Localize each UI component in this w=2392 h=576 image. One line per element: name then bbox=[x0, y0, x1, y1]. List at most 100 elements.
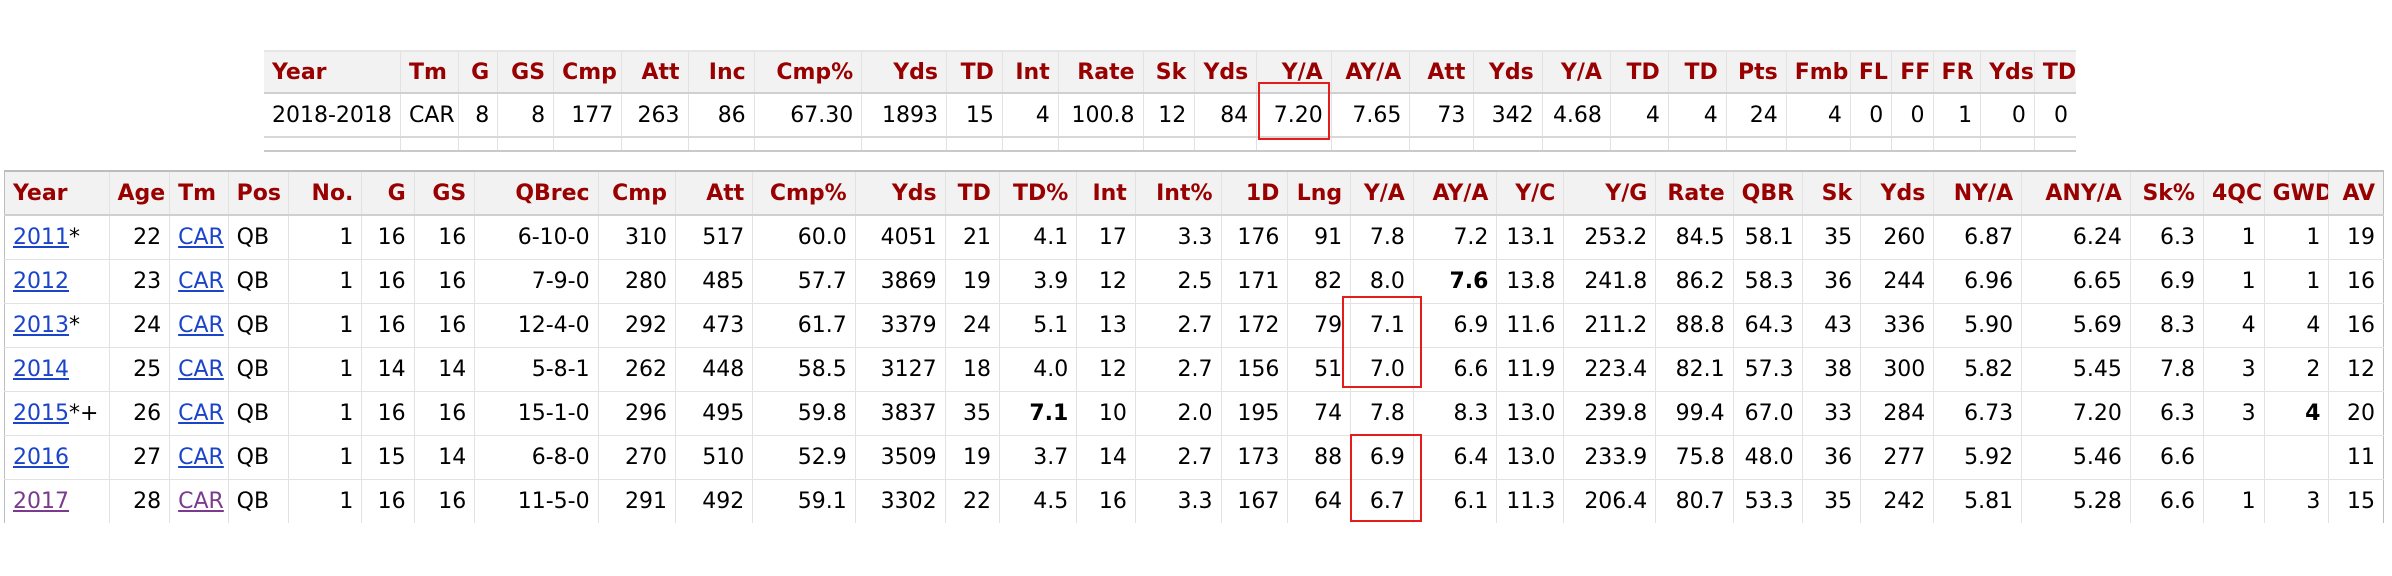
summary-header-15[interactable]: AY/A bbox=[1330, 50, 1410, 94]
stat-cell: 6.9 bbox=[1350, 435, 1414, 480]
summary-header-25[interactable]: FR bbox=[1932, 50, 1981, 94]
summary-header-17[interactable]: Yds bbox=[1473, 50, 1543, 94]
career-header-23[interactable]: QBR bbox=[1732, 171, 1803, 216]
team-link[interactable]: CAR bbox=[178, 444, 224, 470]
career-header-21[interactable]: Y/G bbox=[1563, 171, 1656, 216]
career-header-13[interactable]: TD% bbox=[998, 171, 1077, 216]
career-header-14[interactable]: Int bbox=[1076, 171, 1136, 216]
summary-header-21[interactable]: Pts bbox=[1725, 50, 1787, 94]
stat-cell: 6.6 bbox=[2129, 435, 2204, 480]
stat-cell: 2.0 bbox=[1134, 391, 1222, 436]
year-link[interactable]: 2016 bbox=[13, 444, 69, 470]
summary-header-20[interactable]: TD bbox=[1667, 50, 1727, 94]
career-header-20[interactable]: Y/C bbox=[1496, 171, 1564, 216]
career-header-4[interactable]: No. bbox=[288, 171, 362, 216]
stat-cell: 24 bbox=[108, 303, 170, 348]
summary-header-26[interactable]: Yds bbox=[1980, 50, 2035, 94]
summary-header-8[interactable]: Yds bbox=[861, 50, 947, 94]
team-link[interactable]: CAR bbox=[178, 312, 224, 338]
career-header-11[interactable]: Yds bbox=[854, 171, 946, 216]
career-header-9[interactable]: Att bbox=[674, 171, 753, 216]
team-link[interactable]: CAR bbox=[178, 268, 224, 294]
stat-cell: 5.81 bbox=[1933, 479, 2022, 523]
summary-header-24[interactable]: FF bbox=[1891, 50, 1934, 94]
career-header-31[interactable]: AV bbox=[2328, 171, 2384, 216]
stat-cell: 11-5-0 bbox=[474, 479, 599, 523]
stat-cell: 473 bbox=[674, 303, 753, 348]
year-link[interactable]: 2017 bbox=[13, 488, 69, 514]
stat-cell: 19 bbox=[2328, 215, 2384, 260]
summary-header-12[interactable]: Sk bbox=[1142, 50, 1195, 94]
stat-cell: 60.0 bbox=[752, 215, 856, 260]
career-header-25[interactable]: Yds bbox=[1860, 171, 1934, 216]
year-link[interactable]: 2014 bbox=[13, 356, 69, 382]
career-header-28[interactable]: Sk% bbox=[2129, 171, 2204, 216]
stat-cell: 48.0 bbox=[1732, 435, 1803, 480]
team-link[interactable]: CAR bbox=[178, 400, 224, 426]
career-header-30[interactable]: GWD bbox=[2263, 171, 2329, 216]
career-header-16[interactable]: 1D bbox=[1220, 171, 1288, 216]
career-header-10[interactable]: Cmp% bbox=[752, 171, 856, 216]
year-link[interactable]: 2015 bbox=[13, 400, 69, 426]
year-link[interactable]: 2013 bbox=[13, 312, 69, 338]
career-header-6[interactable]: GS bbox=[413, 171, 475, 216]
career-header-24[interactable]: Sk bbox=[1801, 171, 1861, 216]
summary-header-16[interactable]: Att bbox=[1409, 50, 1474, 94]
summary-header-10[interactable]: Int bbox=[1001, 50, 1059, 94]
summary-header-11[interactable]: Rate bbox=[1057, 50, 1144, 94]
year-link[interactable]: 2012 bbox=[13, 268, 69, 294]
stat-cell: 6.6 bbox=[1412, 347, 1497, 392]
career-header-12[interactable]: TD bbox=[944, 171, 1000, 216]
stat-cell: 156 bbox=[1220, 347, 1288, 392]
career-header-27[interactable]: ANY/A bbox=[2021, 171, 2131, 216]
team-link[interactable]: CAR bbox=[178, 224, 224, 250]
stat-cell: QB bbox=[227, 347, 289, 392]
stat-cell: 84.5 bbox=[1655, 215, 1734, 260]
summary-cell-27: 0 bbox=[2033, 93, 2076, 138]
stat-cell: 51 bbox=[1287, 347, 1351, 392]
summary-header-18[interactable]: Y/A bbox=[1541, 50, 1611, 94]
career-header-22[interactable]: Rate bbox=[1655, 171, 1734, 216]
career-header-5[interactable]: G bbox=[361, 171, 415, 216]
career-header-15[interactable]: Int% bbox=[1134, 171, 1222, 216]
career-header-26[interactable]: NY/A bbox=[1933, 171, 2022, 216]
stat-cell: 28 bbox=[108, 479, 170, 523]
summary-header-13[interactable]: Yds bbox=[1194, 50, 1257, 94]
team-link[interactable]: CAR bbox=[178, 356, 224, 382]
summary-spacer-row bbox=[264, 137, 2076, 152]
summary-header-27[interactable]: TD bbox=[2033, 50, 2076, 94]
summary-header-19[interactable]: TD bbox=[1609, 50, 1669, 94]
summary-header-7[interactable]: Cmp% bbox=[753, 50, 862, 94]
career-header-17[interactable]: Lng bbox=[1287, 171, 1351, 216]
summary-header-14[interactable]: Y/A bbox=[1256, 50, 1332, 94]
career-header-0[interactable]: Year bbox=[4, 171, 110, 216]
summary-cell-7: 67.30 bbox=[753, 93, 862, 138]
career-header-19[interactable]: AY/A bbox=[1412, 171, 1497, 216]
career-header-3[interactable]: Pos bbox=[227, 171, 289, 216]
summary-cell-0: 2018-2018 bbox=[264, 93, 401, 138]
summary-cell-15: 7.65 bbox=[1330, 93, 1410, 138]
career-header-1[interactable]: Age bbox=[108, 171, 170, 216]
summary-header-4[interactable]: Cmp bbox=[553, 50, 622, 94]
stat-cell: 53.3 bbox=[1732, 479, 1803, 523]
summary-header-0[interactable]: Year bbox=[264, 50, 401, 94]
stat-cell: 64 bbox=[1287, 479, 1351, 523]
summary-header-6[interactable]: Inc bbox=[687, 50, 755, 94]
year-link[interactable]: 2011 bbox=[13, 224, 69, 250]
team-link[interactable]: CAR bbox=[178, 488, 224, 514]
summary-header-3[interactable]: GS bbox=[497, 50, 554, 94]
career-header-18[interactable]: Y/A bbox=[1350, 171, 1414, 216]
summary-header-5[interactable]: Att bbox=[621, 50, 688, 94]
career-header-8[interactable]: Cmp bbox=[597, 171, 676, 216]
stat-cell: 13.8 bbox=[1496, 259, 1564, 304]
summary-header-9[interactable]: TD bbox=[946, 50, 1003, 94]
stat-cell: 270 bbox=[597, 435, 676, 480]
summary-header-1[interactable]: Tm bbox=[400, 50, 459, 94]
career-header-29[interactable]: 4QC bbox=[2202, 171, 2265, 216]
career-header-2[interactable]: Tm bbox=[169, 171, 229, 216]
summary-header-22[interactable]: Fmb bbox=[1785, 50, 1851, 94]
summary-header-2[interactable]: G bbox=[457, 50, 498, 94]
summary-header-23[interactable]: FL bbox=[1849, 50, 1892, 94]
stat-cell: 233.9 bbox=[1563, 435, 1656, 480]
career-header-7[interactable]: QBrec bbox=[474, 171, 599, 216]
